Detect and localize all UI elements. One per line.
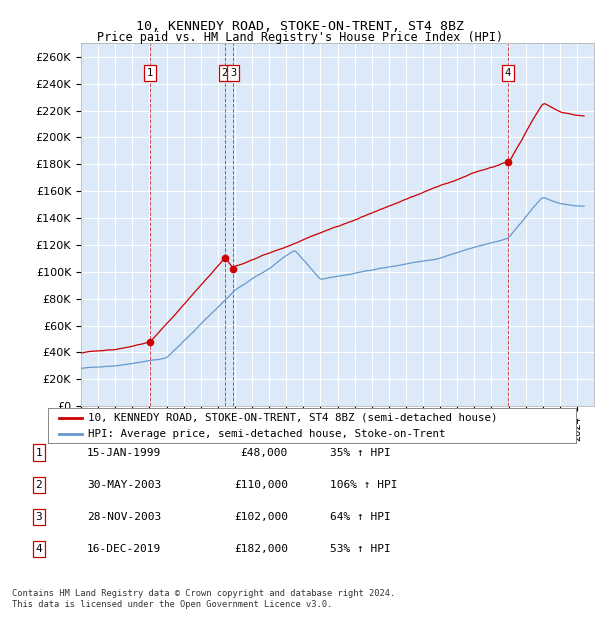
Text: 3: 3 <box>230 68 236 78</box>
Text: £110,000: £110,000 <box>234 480 288 490</box>
Text: 15-JAN-1999: 15-JAN-1999 <box>87 448 161 458</box>
Text: 53% ↑ HPI: 53% ↑ HPI <box>330 544 391 554</box>
Text: £48,000: £48,000 <box>241 448 288 458</box>
Text: 4: 4 <box>505 68 511 78</box>
Text: 10, KENNEDY ROAD, STOKE-ON-TRENT, ST4 8BZ: 10, KENNEDY ROAD, STOKE-ON-TRENT, ST4 8B… <box>136 20 464 33</box>
Text: 35% ↑ HPI: 35% ↑ HPI <box>330 448 391 458</box>
Text: 64% ↑ HPI: 64% ↑ HPI <box>330 512 391 522</box>
Text: HPI: Average price, semi-detached house, Stoke-on-Trent: HPI: Average price, semi-detached house,… <box>88 430 445 440</box>
Text: Contains HM Land Registry data © Crown copyright and database right 2024.
This d: Contains HM Land Registry data © Crown c… <box>12 590 395 609</box>
Text: 2: 2 <box>221 68 228 78</box>
Text: 1: 1 <box>147 68 153 78</box>
Text: Price paid vs. HM Land Registry's House Price Index (HPI): Price paid vs. HM Land Registry's House … <box>97 31 503 44</box>
Text: 106% ↑ HPI: 106% ↑ HPI <box>330 480 398 490</box>
Text: £102,000: £102,000 <box>234 512 288 522</box>
Text: 4: 4 <box>35 544 43 554</box>
Text: 16-DEC-2019: 16-DEC-2019 <box>87 544 161 554</box>
Text: 28-NOV-2003: 28-NOV-2003 <box>87 512 161 522</box>
Text: 3: 3 <box>35 512 43 522</box>
Text: £182,000: £182,000 <box>234 544 288 554</box>
Text: 10, KENNEDY ROAD, STOKE-ON-TRENT, ST4 8BZ (semi-detached house): 10, KENNEDY ROAD, STOKE-ON-TRENT, ST4 8B… <box>88 413 497 423</box>
Text: 1: 1 <box>35 448 43 458</box>
Text: 2: 2 <box>35 480 43 490</box>
Text: 30-MAY-2003: 30-MAY-2003 <box>87 480 161 490</box>
